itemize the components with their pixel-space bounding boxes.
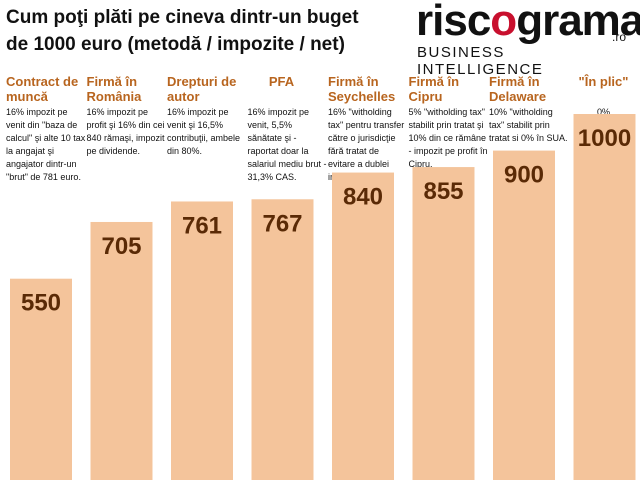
- logo-wordmark: riscograma: [416, 0, 640, 45]
- bar-3: [251, 199, 314, 480]
- bar-2: [171, 201, 233, 480]
- bar-value-label: 900: [504, 162, 544, 189]
- logo-domain-suffix: .ro: [611, 30, 626, 44]
- column-header-4: Firmă în Seychelles: [328, 74, 396, 104]
- logo-subtitle: BUSINESS INTELLIGENCE: [417, 44, 544, 78]
- column-header-7: "În plic": [578, 74, 629, 89]
- column-description-6: 10% "witholding tax" stabilit prin trata…: [489, 107, 568, 143]
- bar-5: [412, 167, 475, 480]
- bar-value-label: 705: [101, 233, 141, 260]
- bar-value-label: 840: [343, 184, 383, 211]
- bar-1: [90, 221, 153, 480]
- column-description-3: 16% impozit pe venit, 5,5% sănătate şi -…: [247, 107, 327, 182]
- bar-value-label: 1000: [578, 125, 631, 152]
- chart-title-line-1: Cum poţi plăti pe cineva dintr-un buget: [6, 7, 359, 28]
- column-header-0: Contract de muncă: [6, 74, 79, 104]
- column-header-6: Firmă în Delaware: [489, 74, 547, 104]
- column-description-2: 16% impozit pe venit şi 16,5% contribuţi…: [167, 107, 241, 156]
- column-description-7: 0%: [596, 107, 610, 117]
- column-description-0: 16% impozit pe venit din "baza de calcul…: [6, 107, 86, 182]
- bar-7: [573, 114, 636, 480]
- column-header-2: Drepturi de autor: [167, 74, 237, 104]
- bar-value-label: 550: [21, 290, 61, 317]
- bar-6: [493, 150, 555, 480]
- chart-title: Cum poţi plăti pe cineva dintr-un buget …: [6, 4, 406, 58]
- brand-logo: riscograma .ro BUSINESS INTELLIGENCE: [414, 0, 640, 78]
- column-header-1: Firmă în România: [86, 74, 142, 104]
- bar-value-label: 761: [182, 212, 222, 239]
- column-header-5: Firmă în Cipru: [408, 74, 460, 104]
- bar-value-label: 855: [423, 178, 463, 205]
- bar-value-label: 767: [262, 210, 302, 237]
- column-description-1: 16% impozit pe profit şi 16% din cei 840…: [86, 107, 165, 156]
- column-header-3: PFA: [268, 74, 295, 89]
- bar-4: [332, 172, 394, 480]
- chart-title-line-2: de 1000 euro (metodă / impozite / net): [6, 34, 345, 55]
- column-description-5: 5% "witholding tax" stabilit prin tratat…: [408, 107, 488, 169]
- bar-0: [10, 278, 72, 480]
